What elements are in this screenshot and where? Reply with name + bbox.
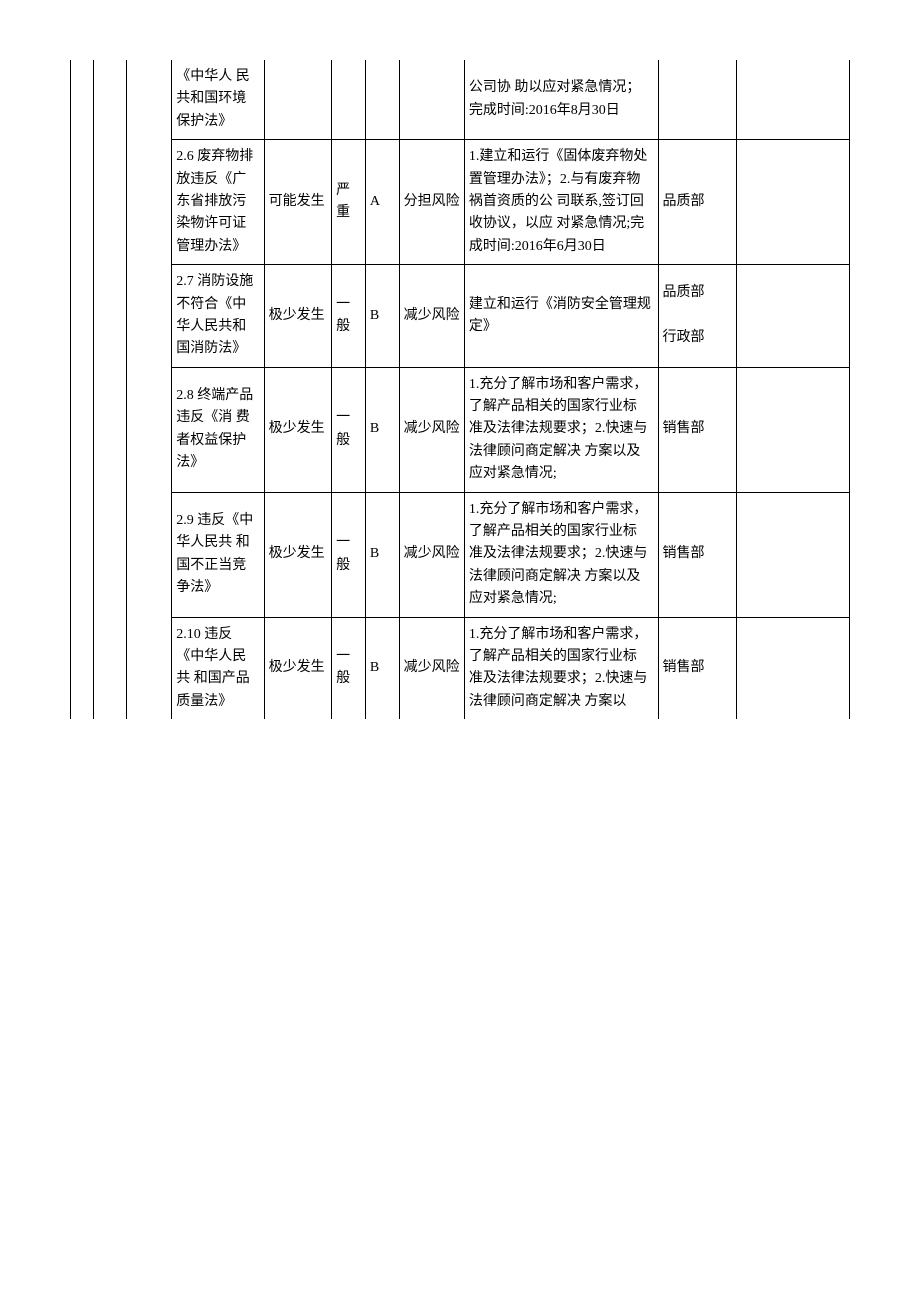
measure: 1.建立和运行《固体废弃物处置管理办法》；2.与有废弃物祸首资质的公 司联系,签… [464,140,658,265]
grade: B [365,492,399,617]
table-body: 《中华人 民共和国环境保护法》 公司协 助以应对紧急情况；完成时间:2016年8月… [71,60,850,719]
risk-strategy [399,60,464,140]
trailing-cell [737,60,850,140]
grade: A [365,140,399,265]
severity: 严重 [332,140,366,265]
document-page: 《中华人 民共和国环境保护法》 公司协 助以应对紧急情况；完成时间:2016年8月… [0,0,920,1302]
blank-span-col-2 [93,60,127,719]
grade [365,60,399,140]
blank-span-col-3 [127,60,172,719]
severity: 一般 [332,265,366,368]
risk-description: 2.10 违反《中华人民共 和国产品质量法》 [172,617,264,719]
responsible-dept: 销售部 [658,617,737,719]
risk-description: 《中华人 民共和国环境保护法》 [172,60,264,140]
responsible-dept: 品质部行政部 [658,265,737,368]
grade: B [365,617,399,719]
risk-description: 2.9 违反《中华人民共 和国不正当竞争法》 [172,492,264,617]
trailing-cell [737,617,850,719]
probability [264,60,332,140]
probability: 极少发生 [264,367,332,492]
measure: 公司协 助以应对紧急情况；完成时间:2016年8月30日 [464,60,658,140]
severity: 一般 [332,492,366,617]
table-row: 2.7 消防设施不符合《中 华人民共和国消防法》极少发生一般B减少风险建立和运行… [71,265,850,368]
responsible-dept: 销售部 [658,367,737,492]
risk-description: 2.7 消防设施不符合《中 华人民共和国消防法》 [172,265,264,368]
responsible-dept [658,60,737,140]
table-row: 2.8 终端产品违反《消 费者权益保护法》极少发生一般B减少风险1.充分了解市场… [71,367,850,492]
probability: 极少发生 [264,492,332,617]
grade: B [365,265,399,368]
measure: 1.充分了解市场和客户需求， 了解产品相关的国家行业标 准及法律法规要求；2.快… [464,492,658,617]
blank-span-col-1 [71,60,94,719]
probability: 可能发生 [264,140,332,265]
measure: 建立和运行《消防安全管理规 定》 [464,265,658,368]
table-row: 2.10 违反《中华人民共 和国产品质量法》极少发生一般B减少风险1.充分了解市… [71,617,850,719]
table-row: 《中华人 民共和国环境保护法》 公司协 助以应对紧急情况；完成时间:2016年8月… [71,60,850,140]
trailing-cell [737,140,850,265]
risk-table: 《中华人 民共和国环境保护法》 公司协 助以应对紧急情况；完成时间:2016年8月… [70,60,850,719]
trailing-cell [737,367,850,492]
risk-strategy: 减少风险 [399,492,464,617]
measure: 1.充分了解市场和客户需求， 了解产品相关的国家行业标 准及法律法规要求；2.快… [464,617,658,719]
risk-strategy: 减少风险 [399,367,464,492]
responsible-dept: 品质部 [658,140,737,265]
table-row: 2.9 违反《中华人民共 和国不正当竞争法》极少发生一般B减少风险1.充分了解市… [71,492,850,617]
table-row: 2.6 废弃物排放违反《广 东省排放污染物许可证管理办法》可能发生严重A分担风险… [71,140,850,265]
risk-strategy: 减少风险 [399,265,464,368]
grade: B [365,367,399,492]
risk-strategy: 分担风险 [399,140,464,265]
risk-strategy: 减少风险 [399,617,464,719]
severity [332,60,366,140]
severity: 一般 [332,367,366,492]
trailing-cell [737,492,850,617]
risk-description: 2.6 废弃物排放违反《广 东省排放污染物许可证管理办法》 [172,140,264,265]
severity: 一般 [332,617,366,719]
probability: 极少发生 [264,617,332,719]
trailing-cell [737,265,850,368]
probability: 极少发生 [264,265,332,368]
measure: 1.充分了解市场和客户需求， 了解产品相关的国家行业标 准及法律法规要求；2.快… [464,367,658,492]
risk-description: 2.8 终端产品违反《消 费者权益保护法》 [172,367,264,492]
responsible-dept: 销售部 [658,492,737,617]
